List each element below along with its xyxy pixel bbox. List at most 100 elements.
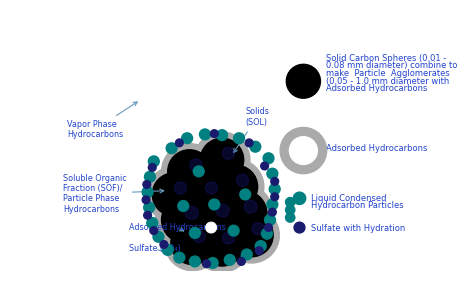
Text: Liquid Condensed: Liquid Condensed	[311, 194, 387, 203]
Circle shape	[250, 141, 261, 152]
Circle shape	[210, 130, 218, 138]
Circle shape	[217, 130, 228, 141]
Circle shape	[190, 228, 201, 238]
Circle shape	[209, 199, 219, 210]
Circle shape	[194, 217, 250, 272]
Circle shape	[255, 247, 263, 254]
Circle shape	[148, 164, 156, 171]
Circle shape	[237, 258, 245, 265]
Circle shape	[177, 167, 233, 222]
Text: Vapor Phase
Hydrocarbons: Vapor Phase Hydrocarbons	[67, 102, 137, 139]
Circle shape	[207, 258, 218, 268]
Circle shape	[264, 214, 275, 225]
Circle shape	[206, 222, 217, 233]
Circle shape	[182, 133, 192, 144]
Circle shape	[230, 214, 273, 257]
Circle shape	[162, 197, 208, 243]
Text: Sulfate with Hydration: Sulfate with Hydration	[311, 224, 405, 233]
Circle shape	[164, 215, 220, 271]
Circle shape	[160, 241, 168, 248]
Text: Adsorbed Hydrocarbons: Adsorbed Hydrocarbons	[326, 84, 427, 93]
Text: Hydrocarbon Particles: Hydrocarbon Particles	[311, 201, 404, 210]
Circle shape	[216, 204, 229, 217]
Text: Solids
(SOL): Solids (SOL)	[234, 107, 269, 152]
Circle shape	[142, 196, 150, 204]
Text: (0.05 - 1.0 mm diameter with: (0.05 - 1.0 mm diameter with	[326, 77, 449, 86]
Circle shape	[240, 189, 251, 200]
Circle shape	[205, 182, 218, 194]
Circle shape	[178, 201, 189, 211]
Circle shape	[214, 185, 273, 243]
Circle shape	[244, 200, 257, 213]
Circle shape	[268, 208, 276, 216]
Circle shape	[261, 162, 268, 170]
Text: 0.08 mm diameter) combine to: 0.08 mm diameter) combine to	[326, 61, 457, 70]
Circle shape	[222, 147, 235, 160]
Circle shape	[222, 232, 235, 244]
Circle shape	[224, 254, 235, 265]
Circle shape	[174, 252, 185, 263]
Circle shape	[269, 184, 280, 195]
Circle shape	[190, 256, 201, 267]
Circle shape	[245, 139, 253, 147]
Circle shape	[143, 181, 151, 188]
Circle shape	[144, 202, 155, 213]
Circle shape	[166, 143, 177, 154]
Text: Adsorbed Hydrocarbons: Adsorbed Hydrocarbons	[326, 144, 427, 153]
Circle shape	[145, 171, 155, 182]
Circle shape	[192, 195, 239, 241]
Circle shape	[193, 166, 204, 177]
Circle shape	[285, 205, 295, 214]
Circle shape	[193, 231, 205, 242]
Circle shape	[263, 153, 274, 164]
Circle shape	[228, 225, 239, 236]
Circle shape	[285, 198, 295, 207]
Circle shape	[190, 159, 202, 171]
Circle shape	[186, 188, 245, 247]
Circle shape	[171, 221, 214, 264]
Circle shape	[200, 129, 210, 140]
Circle shape	[148, 156, 159, 167]
Circle shape	[185, 206, 198, 219]
Circle shape	[214, 165, 258, 208]
Circle shape	[162, 144, 218, 199]
Circle shape	[194, 132, 250, 188]
Circle shape	[224, 207, 279, 263]
Circle shape	[146, 167, 202, 222]
Circle shape	[142, 187, 153, 198]
Circle shape	[241, 249, 252, 260]
Circle shape	[271, 193, 279, 201]
Circle shape	[201, 138, 244, 181]
Circle shape	[162, 245, 173, 255]
Text: make  Particle  Agglomerates: make Particle Agglomerates	[326, 69, 450, 78]
Circle shape	[175, 139, 183, 147]
Circle shape	[234, 133, 245, 144]
Circle shape	[155, 191, 214, 249]
Circle shape	[147, 217, 158, 228]
Circle shape	[252, 223, 264, 235]
Circle shape	[264, 224, 273, 231]
Circle shape	[293, 192, 306, 204]
Circle shape	[183, 173, 227, 216]
Text: Solid Carbon Spheres (0.01 -: Solid Carbon Spheres (0.01 -	[326, 54, 446, 63]
Circle shape	[201, 223, 244, 266]
Circle shape	[267, 168, 278, 179]
Circle shape	[168, 150, 211, 193]
Circle shape	[280, 127, 327, 174]
Circle shape	[294, 222, 305, 233]
Text: Soluble Organic
Fraction (SOF)/
Particle Phase
Hydrocarbons: Soluble Organic Fraction (SOF)/ Particle…	[63, 174, 164, 214]
Circle shape	[144, 211, 152, 219]
Text: Adsorbed Hydrocarbons: Adsorbed Hydrocarbons	[129, 223, 226, 232]
Circle shape	[285, 213, 295, 222]
Text: Sulfate (SO₄): Sulfate (SO₄)	[129, 245, 181, 254]
Circle shape	[153, 231, 164, 242]
Circle shape	[237, 174, 248, 186]
Circle shape	[208, 159, 264, 214]
Circle shape	[220, 191, 267, 237]
Circle shape	[290, 137, 317, 164]
Circle shape	[262, 228, 273, 239]
Circle shape	[202, 260, 210, 267]
Circle shape	[150, 227, 158, 235]
Circle shape	[255, 241, 266, 251]
Circle shape	[152, 173, 196, 216]
